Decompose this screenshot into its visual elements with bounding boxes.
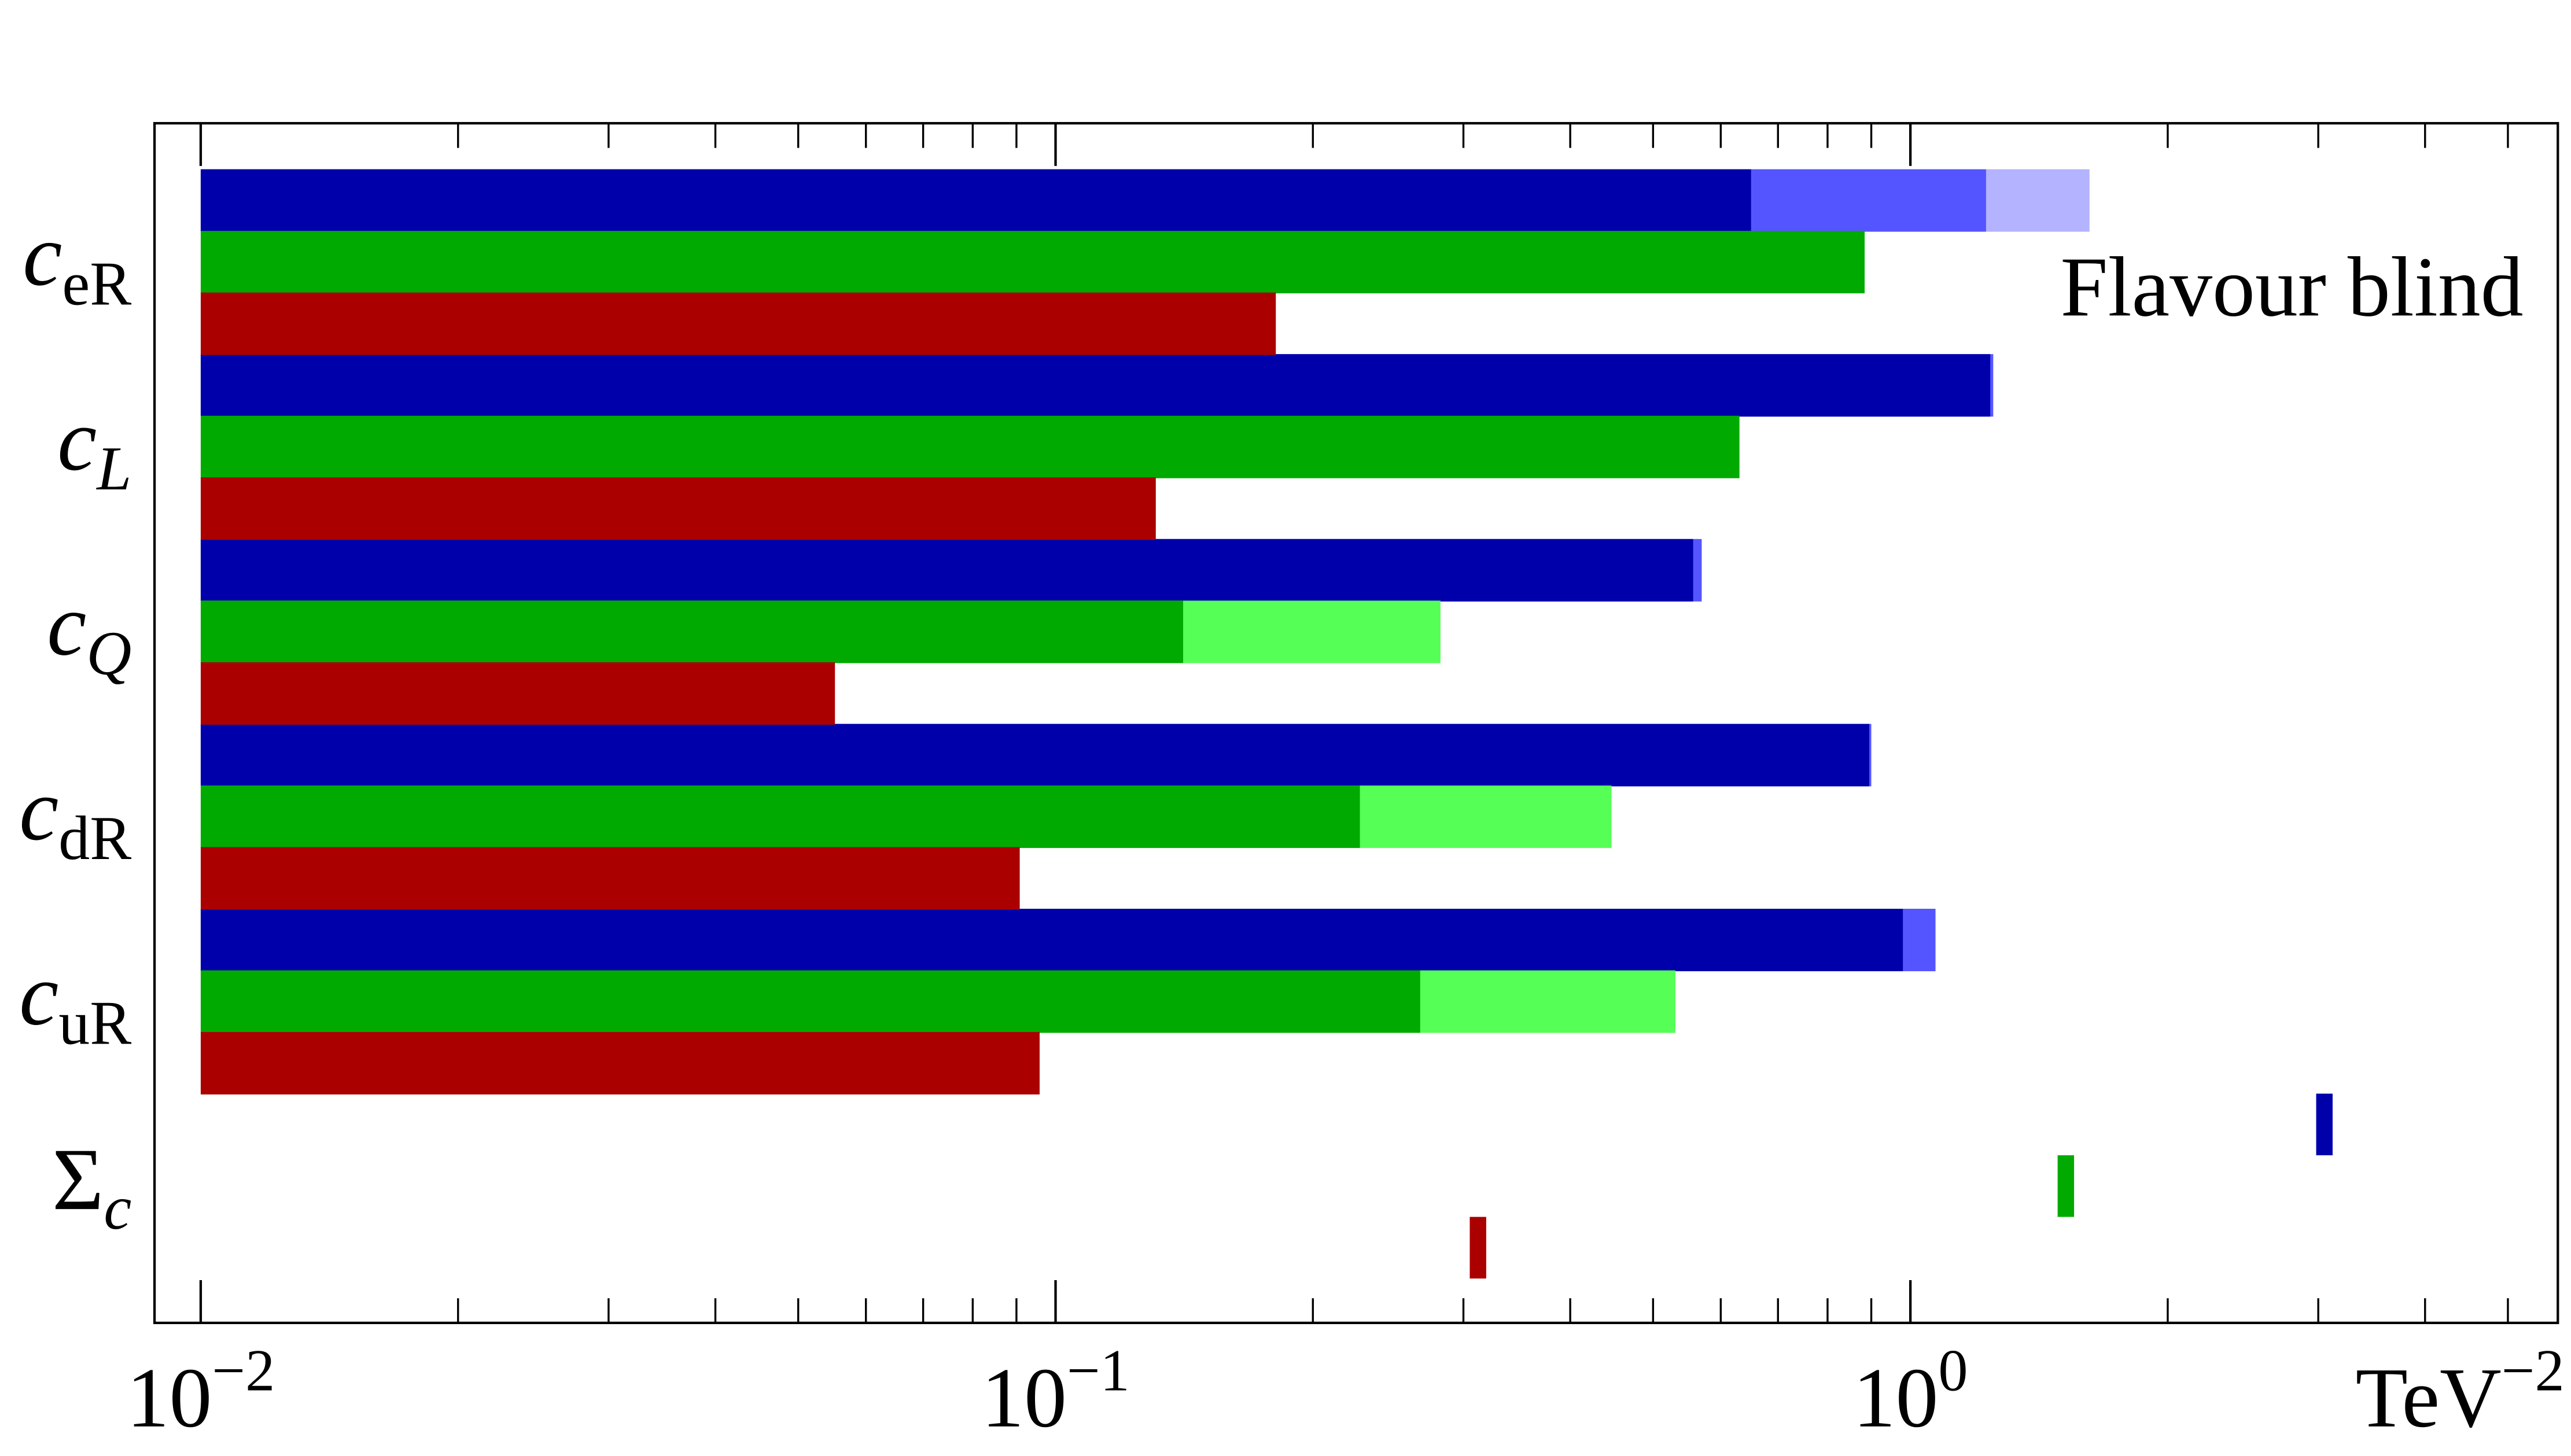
y-tick-label: cL	[57, 391, 131, 503]
bar	[200, 477, 1156, 540]
bar	[200, 1032, 1040, 1095]
x-tick-label: 10−2	[127, 1338, 275, 1444]
annotation: Flavour blind	[2060, 239, 2523, 334]
total-marker	[1469, 1217, 1486, 1279]
x-tick-label: 10−1	[981, 1338, 1130, 1444]
bar	[200, 724, 1869, 787]
bar	[200, 231, 1865, 294]
y-tick-label: Σc	[52, 1130, 131, 1243]
bar	[200, 970, 1420, 1033]
y-tick-label: ceR	[23, 206, 131, 318]
bar	[200, 169, 1751, 232]
total-marker	[2316, 1093, 2333, 1156]
bar	[200, 785, 1360, 848]
x-axis-label: TeV−2	[2356, 1338, 2565, 1444]
bar	[200, 847, 1020, 910]
x-tick-label: 100	[1853, 1338, 1968, 1444]
y-tick-label: cuR	[19, 946, 131, 1058]
bar	[200, 354, 1991, 417]
y-tick-label: cQ	[47, 576, 131, 688]
y-tick-label: cdR	[19, 761, 131, 873]
plot-frame	[153, 121, 2559, 1325]
bar	[200, 908, 1903, 971]
total-marker	[2057, 1155, 2075, 1217]
bar	[200, 600, 1184, 664]
bar	[200, 539, 1693, 602]
bar	[200, 415, 1740, 478]
bar	[200, 662, 835, 725]
bar	[200, 292, 1276, 355]
